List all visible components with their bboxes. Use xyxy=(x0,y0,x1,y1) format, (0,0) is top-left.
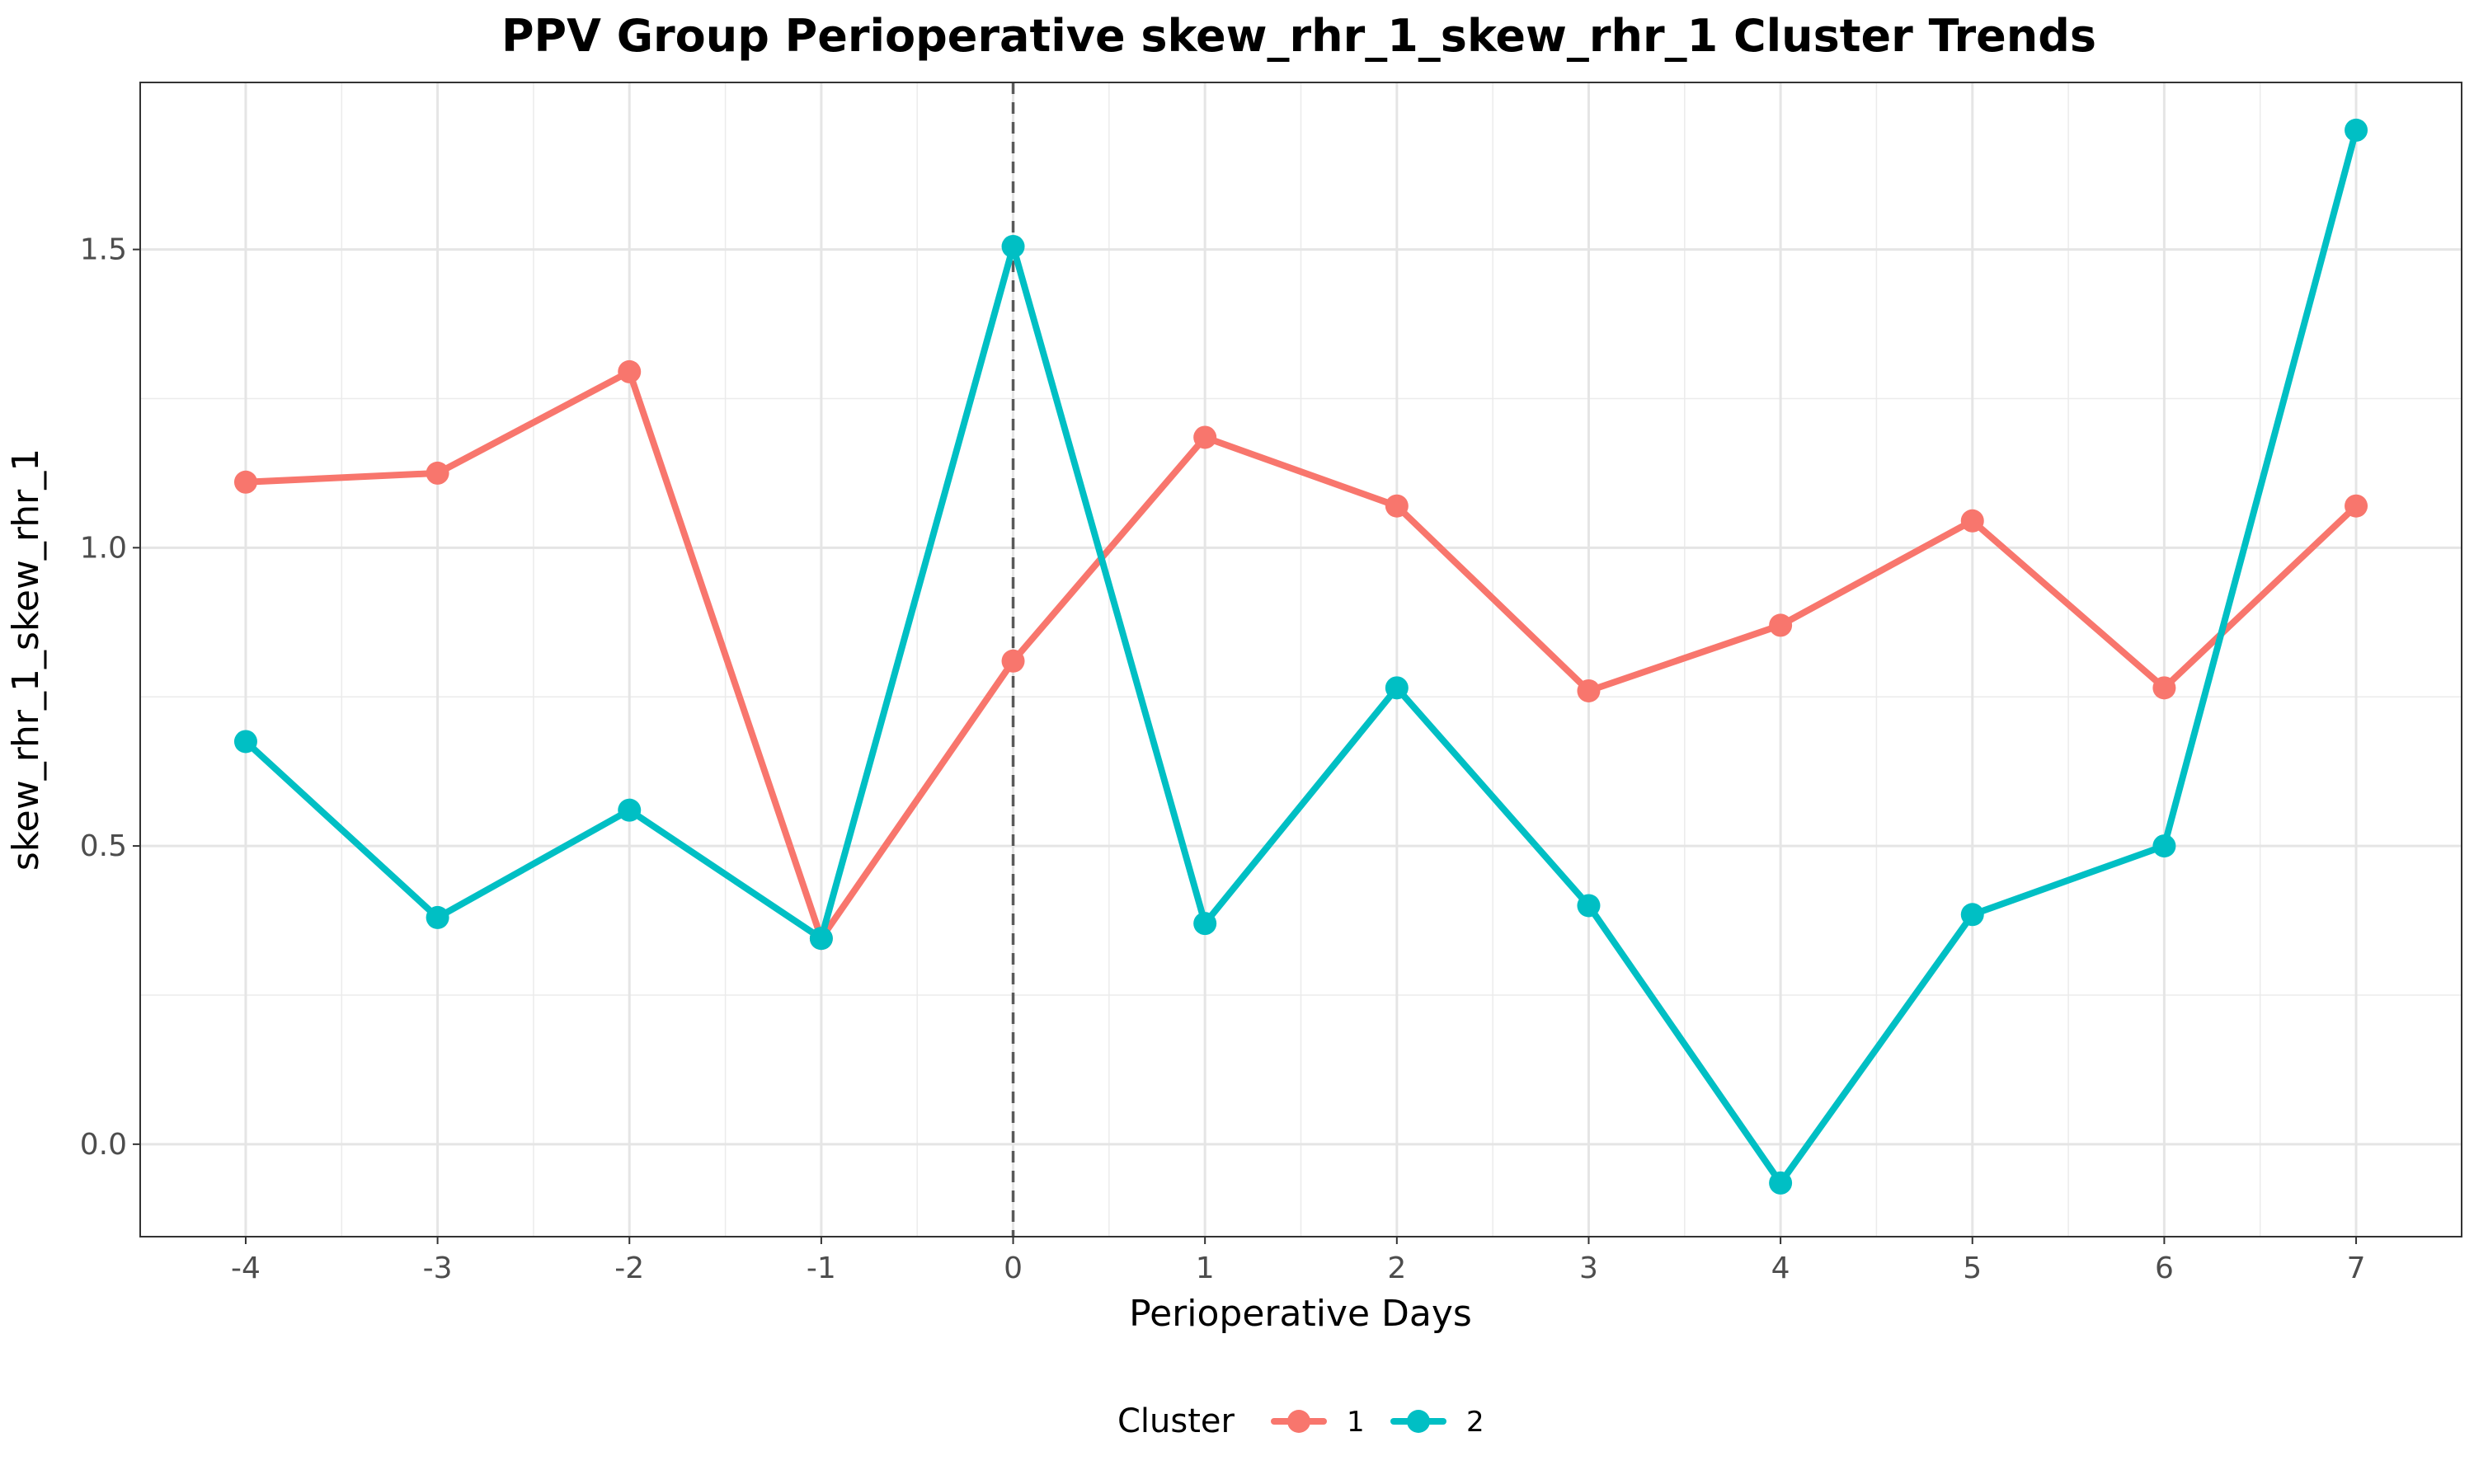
data-point-cluster-2 xyxy=(426,905,449,929)
y-axis-title: skew_rhr_1_skew_rhr_1 xyxy=(5,448,47,871)
data-point-cluster-2 xyxy=(809,927,833,951)
major-gridlines xyxy=(140,82,2462,1237)
y-tick-label: 0.0 xyxy=(80,1128,127,1162)
data-point-cluster-2 xyxy=(233,730,257,754)
x-tick-label: 1 xyxy=(1196,1252,1215,1285)
y-tick-label: 1.0 xyxy=(80,531,127,565)
data-point-cluster-1 xyxy=(1577,679,1601,702)
x-axis-title: Perioperative Days xyxy=(1129,1293,1472,1335)
legend-key-point-1 xyxy=(1287,1410,1310,1433)
legend-label-1: 1 xyxy=(1347,1406,1365,1439)
x-tick-label: 3 xyxy=(1579,1252,1598,1285)
x-tick-label: 5 xyxy=(1963,1252,1982,1285)
x-tick-label: -2 xyxy=(614,1252,644,1285)
data-point-cluster-1 xyxy=(1385,494,1409,518)
data-point-cluster-1 xyxy=(233,470,257,494)
x-axis: -4 -3 -2 -1 0 1 2 3 4 5 6 7 xyxy=(231,1237,2365,1285)
data-point-cluster-2 xyxy=(2152,834,2176,858)
legend-label-2: 2 xyxy=(1466,1406,1484,1439)
data-point-cluster-1 xyxy=(1769,613,1793,637)
x-tick-label: 0 xyxy=(1004,1252,1023,1285)
x-tick-label: 7 xyxy=(2347,1252,2366,1285)
x-tick-label: -3 xyxy=(423,1252,453,1285)
legend-title: Cluster xyxy=(1117,1402,1235,1440)
y-tick-label: 1.5 xyxy=(80,233,127,267)
x-tick-label: 2 xyxy=(1387,1252,1406,1285)
plot-border xyxy=(139,82,2462,1237)
data-point-cluster-1 xyxy=(1193,425,1217,449)
data-point-cluster-1 xyxy=(2345,494,2368,518)
series-line-cluster-2 xyxy=(242,126,2360,1186)
x-tick-label: -4 xyxy=(231,1252,261,1285)
data-point-cluster-2 xyxy=(1193,912,1217,936)
data-point-cluster-2 xyxy=(1385,676,1409,700)
data-point-cluster-2 xyxy=(1577,894,1601,918)
data-point-cluster-2 xyxy=(1769,1171,1793,1195)
series-line-cluster-1 xyxy=(242,368,2360,942)
data-point-cluster-1 xyxy=(1001,649,1025,673)
y-tick-label: 0.5 xyxy=(80,829,127,863)
legend-key-point-2 xyxy=(1407,1410,1430,1433)
x-tick-label: -1 xyxy=(807,1252,836,1285)
y-axis: 0.0 0.5 1.0 1.5 xyxy=(80,233,140,1162)
data-point-cluster-1 xyxy=(1960,509,1984,533)
data-point-cluster-1 xyxy=(2152,676,2176,700)
x-tick-label: 4 xyxy=(1771,1252,1790,1285)
series-layer xyxy=(233,118,2368,1195)
x-tick-label: 6 xyxy=(2155,1252,2174,1285)
chart-title: PPV Group Perioperative skew_rhr_1_skew_… xyxy=(501,10,2096,62)
data-point-cluster-2 xyxy=(618,798,642,822)
data-point-cluster-2 xyxy=(2345,118,2368,142)
data-point-cluster-1 xyxy=(426,461,449,485)
data-point-cluster-2 xyxy=(1001,234,1025,258)
data-point-cluster-2 xyxy=(1960,903,1984,927)
data-point-cluster-1 xyxy=(618,359,642,383)
